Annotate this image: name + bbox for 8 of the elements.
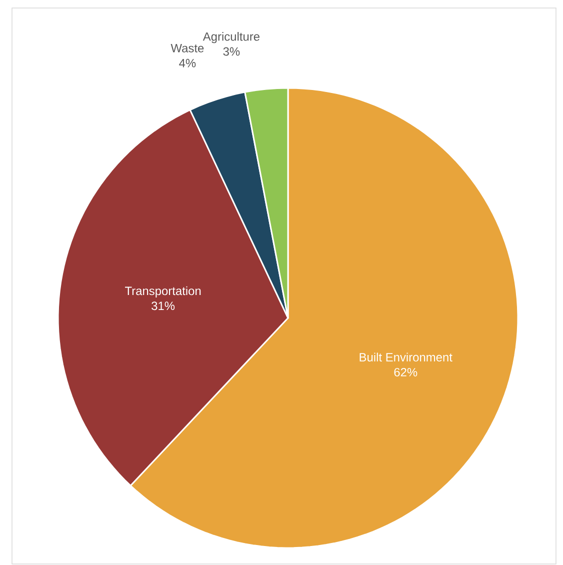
slice-label: Transportation — [125, 286, 201, 298]
data-label: 4% — [179, 58, 196, 68]
slice-label: Agriculture — [202, 32, 260, 44]
data-label: 31% — [152, 302, 175, 310]
slice-label: Built Environment — [360, 352, 452, 362]
data-label: 62% — [394, 368, 418, 376]
data-label: 3% — [223, 47, 240, 56]
slice-label: Waste — [170, 44, 204, 52]
